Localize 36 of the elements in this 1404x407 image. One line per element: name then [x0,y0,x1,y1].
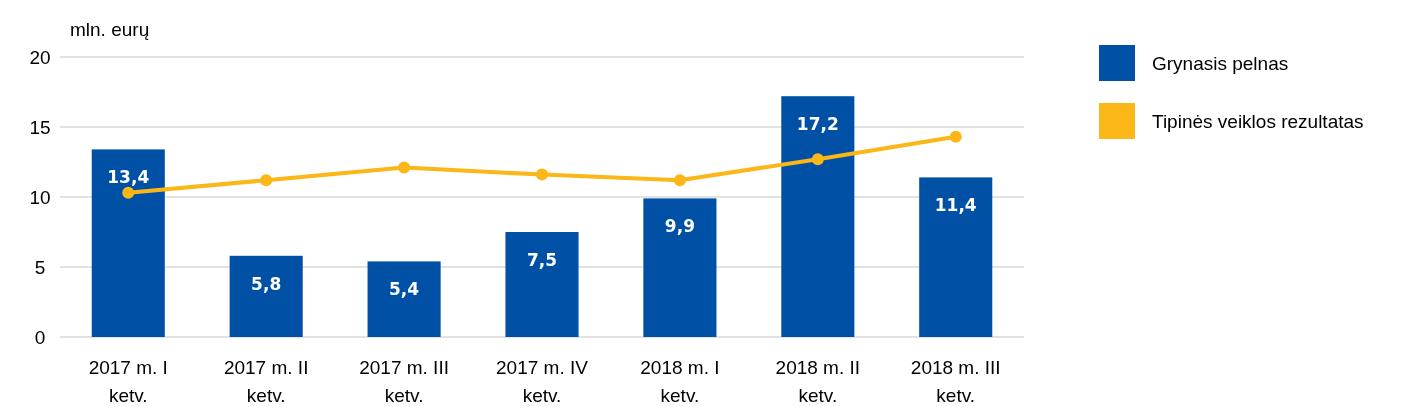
bar [229,255,303,337]
data-label: 13,4 [107,167,150,188]
data-label: 5,4 [389,279,420,300]
bar [919,177,993,337]
bar [781,96,855,337]
data-label: 5,8 [251,273,282,294]
y-tick-label: 0 [34,327,46,348]
point [260,174,273,187]
data-label: 17,2 [796,114,839,135]
y-tick-label: 20 [29,47,51,68]
point [398,161,411,174]
y-tick-label: 5 [34,257,46,278]
data-label: 11,4 [934,195,977,216]
bar [643,198,717,337]
x-tick-label: 2017 m. I ketv. [88,357,168,406]
data-label: 9,9 [664,216,695,237]
x-tick-label: 2017 m. IV ketv. [496,357,589,406]
y-axis-title: mln. eurų [70,19,150,40]
x-tick-label: 2018 m. III ketv. [910,357,1001,406]
bar [367,261,441,337]
legend-label: Grynasis pelnas [1152,53,1289,74]
point [673,174,686,187]
point [949,130,962,143]
x-tick-label: 2017 m. II ketv. [223,357,309,406]
x-tick-label: 2018 m. I ketv. [640,357,720,406]
point [811,153,824,166]
y-tick-label: 15 [29,117,51,138]
bar [91,149,165,337]
y-tick-label: 10 [29,187,51,208]
data-label: 7,5 [526,250,558,270]
point [536,168,548,181]
legend-label: Tipinės veiklos rezultatas [1152,111,1364,132]
bar [505,232,579,337]
x-tick-label: 2017 m. III ketv. [359,357,449,406]
x-tick-label: 2018 m. II ketv. [775,357,861,406]
point [122,186,135,199]
